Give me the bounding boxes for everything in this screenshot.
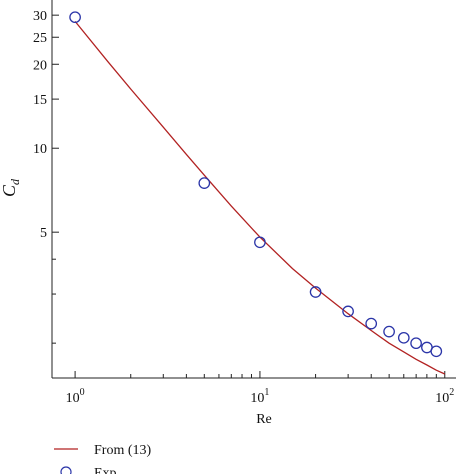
y-axis-label-subscript: d: [8, 178, 22, 185]
legend-marker-swatch: [60, 466, 72, 474]
x-tick-label: 100: [66, 387, 85, 406]
x-ticks: 100 101 102: [66, 371, 454, 406]
data-point-marker: [365, 317, 378, 330]
y-tick-label: 10: [33, 142, 47, 157]
data-point-marker: [309, 286, 322, 298]
svg-text:Cd: Cd: [0, 178, 22, 197]
y-ticks: 5 10 15 20 25 30: [33, 9, 59, 344]
y-tick-label: 15: [33, 93, 47, 108]
data-point-marker: [430, 345, 443, 358]
data-point-marker: [69, 11, 81, 24]
plot-series: [69, 11, 446, 375]
data-point-marker: [198, 177, 211, 189]
y-tick-label: 5: [40, 226, 47, 241]
data-point-marker: [397, 331, 410, 344]
y-axis-label: Cd: [0, 178, 22, 197]
x-axis-label: Re: [256, 412, 272, 427]
legend: From (13) Exp: [54, 443, 152, 474]
y-tick-label: 30: [33, 9, 47, 24]
legend-label-line: From (13): [94, 443, 152, 458]
data-point-marker: [342, 305, 354, 318]
axes: [51, 0, 456, 379]
data-point-marker: [410, 337, 422, 350]
y-tick-label: 20: [33, 58, 47, 73]
legend-label-marker: Exp: [94, 466, 117, 474]
series-line-from-13: [74, 20, 446, 375]
x-tick-label: 101: [250, 387, 269, 406]
x-tick-label: 102: [435, 387, 454, 406]
y-tick-label: 25: [33, 31, 47, 46]
data-point-marker: [254, 236, 266, 249]
data-point-marker: [383, 325, 395, 338]
y-axis-label-main: C: [0, 184, 19, 197]
